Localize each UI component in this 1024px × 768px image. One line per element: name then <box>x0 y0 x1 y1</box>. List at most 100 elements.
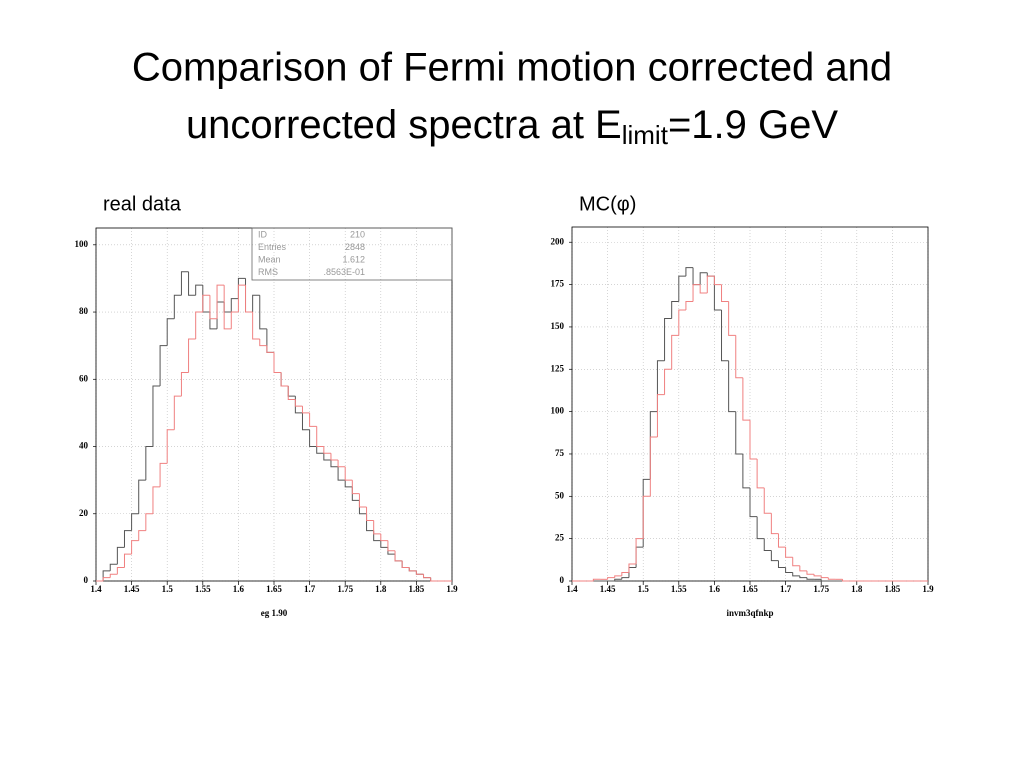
histogram-step <box>408 567 417 572</box>
y-tick-label: 25 <box>555 533 565 543</box>
stats-label: Entries <box>258 242 287 252</box>
histogram-step <box>252 312 260 340</box>
histogram-step <box>316 426 324 448</box>
y-tick-label: 60 <box>79 373 89 383</box>
histogram-step <box>685 267 694 277</box>
histogram-step <box>792 557 800 567</box>
histogram-step <box>813 574 822 577</box>
histogram-step <box>713 276 722 311</box>
histogram-step <box>366 513 374 532</box>
y-tick-label: 20 <box>79 508 89 518</box>
histogram-step <box>202 285 210 313</box>
histogram-step <box>209 312 218 330</box>
histogram-step <box>173 395 182 430</box>
histogram-step <box>685 301 694 310</box>
histogram-step <box>138 479 146 514</box>
histogram-step <box>415 570 424 575</box>
histogram-step <box>195 284 203 296</box>
x-tick-label: 1.4 <box>566 584 578 594</box>
histogram-step <box>366 507 374 521</box>
histogram-step <box>785 567 793 574</box>
histogram-step <box>763 487 772 514</box>
histogram-step <box>628 566 637 578</box>
histogram-step <box>664 368 672 395</box>
histogram-step <box>344 466 353 481</box>
histogram-step <box>301 412 310 431</box>
x-tick-label: 1.85 <box>409 584 425 594</box>
histogram-step <box>827 577 836 580</box>
histogram-step <box>820 579 829 582</box>
x-tick-label: 1.65 <box>266 584 282 594</box>
histogram-step <box>706 275 715 294</box>
title-text: uncorrected spectra at E <box>186 103 622 147</box>
histogram-step <box>806 570 815 575</box>
stats-label: ID <box>258 229 268 239</box>
histogram-step <box>621 572 629 576</box>
histogram-step <box>202 294 210 313</box>
histogram-step <box>735 411 743 455</box>
x-tick-label: 1.4 <box>90 584 102 594</box>
histogram-step <box>230 311 239 329</box>
histogram-step <box>273 352 282 374</box>
histogram-step <box>387 540 396 552</box>
x-tick-label: 1.8 <box>851 584 863 594</box>
histogram-step <box>664 317 672 361</box>
histogram-step <box>123 530 132 548</box>
y-tick-label: 100 <box>75 239 89 249</box>
histogram-step <box>252 294 260 313</box>
histogram-step <box>692 284 701 302</box>
histogram-step <box>799 575 807 579</box>
histogram-step <box>159 462 168 487</box>
x-tick-label: 1.7 <box>304 584 316 594</box>
x-tick-label: 1.6 <box>709 584 721 594</box>
x-tick-label: 1.55 <box>671 584 687 594</box>
histogram-step <box>728 301 736 336</box>
x-tick-label: 1.6 <box>233 584 245 594</box>
x-tick-label: 1.75 <box>337 584 353 594</box>
histogram-step <box>671 301 679 319</box>
histogram-step <box>756 459 765 489</box>
histogram-step <box>180 271 189 296</box>
histogram-step <box>145 513 153 531</box>
histogram-step <box>102 570 111 581</box>
histogram-step <box>394 550 403 562</box>
histogram-step <box>223 301 232 313</box>
histogram-step <box>699 284 708 294</box>
histogram-step <box>323 446 331 454</box>
histogram-step <box>166 429 175 464</box>
histogram-step <box>173 294 182 319</box>
stats-label: RMS <box>258 267 278 277</box>
histogram-step <box>351 480 360 495</box>
histogram-step <box>756 516 765 540</box>
histogram-step <box>259 295 267 330</box>
histogram-step <box>330 459 339 468</box>
x-tick-label: 1.9 <box>922 584 934 594</box>
histogram-step <box>188 271 196 296</box>
histogram-step <box>678 275 686 302</box>
histogram-step <box>380 533 388 542</box>
histogram-step <box>273 352 282 374</box>
histogram-step <box>166 318 175 346</box>
histogram-step <box>216 301 225 329</box>
histogram-step <box>116 567 125 575</box>
histogram-step <box>287 386 296 397</box>
x-tick-label: 1.9 <box>446 584 458 594</box>
histogram-step <box>301 406 310 414</box>
title-subscript: limit <box>622 120 669 150</box>
histogram-step <box>721 284 729 303</box>
x-tick-label: 1.45 <box>124 584 140 594</box>
histogram-step <box>656 394 665 438</box>
histogram-step <box>180 372 189 397</box>
histogram-step <box>109 563 118 571</box>
x-tick-label: 1.7 <box>780 584 792 594</box>
histogram-step <box>309 412 317 427</box>
x-tick-label: 1.45 <box>600 584 616 594</box>
histogram-step <box>635 546 644 568</box>
histogram-step <box>223 285 232 330</box>
histogram-step <box>159 345 168 387</box>
histogram-step <box>123 553 132 568</box>
histogram-step <box>713 276 722 286</box>
x-axis-label: eg 1.90 <box>261 608 288 618</box>
histogram-step <box>607 577 615 580</box>
x-tick-label: 1.75 <box>813 584 829 594</box>
